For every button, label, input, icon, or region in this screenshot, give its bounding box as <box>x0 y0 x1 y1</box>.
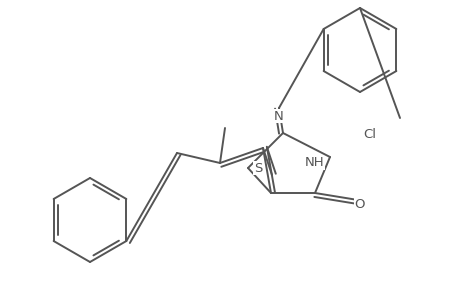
Text: Cl: Cl <box>363 128 375 140</box>
Text: NH: NH <box>304 157 324 169</box>
Text: S: S <box>253 161 262 175</box>
Text: O: O <box>354 199 364 212</box>
Text: N: N <box>274 110 283 122</box>
